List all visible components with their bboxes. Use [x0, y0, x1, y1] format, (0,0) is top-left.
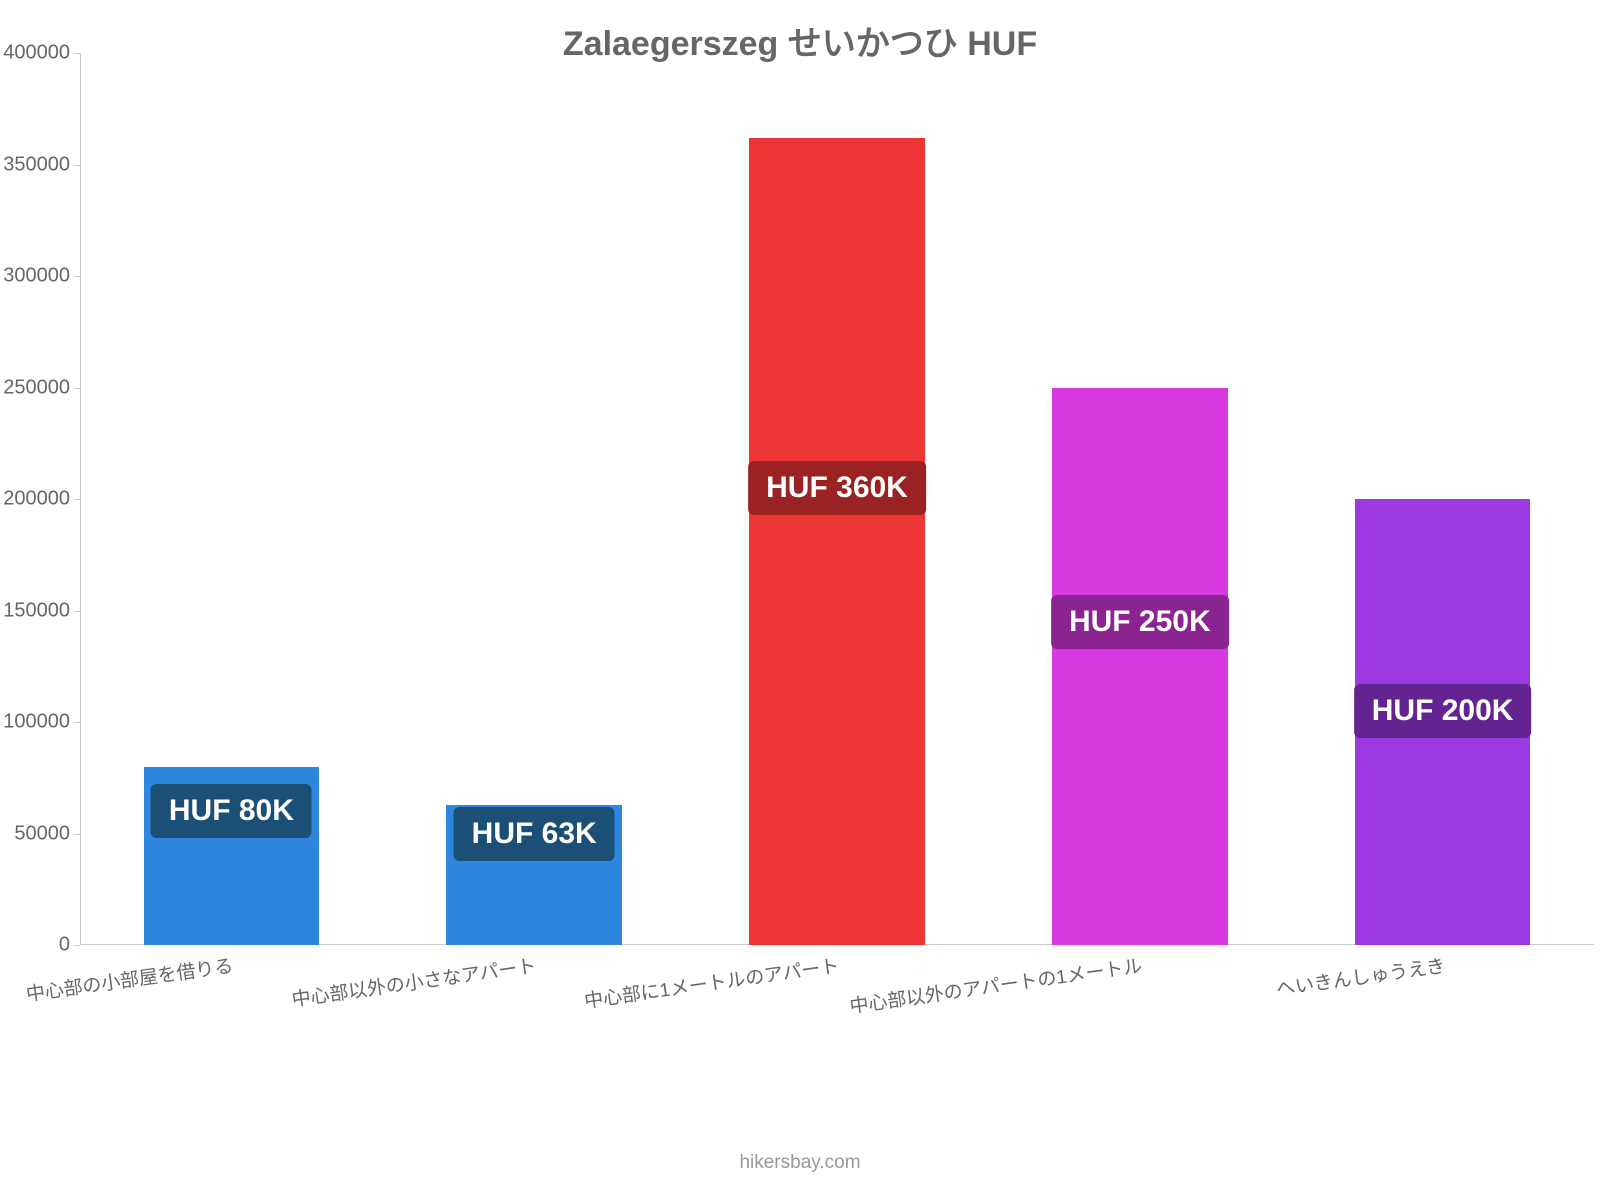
y-tick-mark	[74, 53, 80, 54]
y-tick-label: 50000	[14, 822, 80, 845]
bar-value-label: HUF 250K	[1051, 595, 1229, 649]
bar	[749, 138, 925, 945]
y-tick-label: 250000	[3, 376, 80, 399]
x-category-label: 中心部以外の小さなアパート	[290, 951, 538, 1012]
y-tick-mark	[74, 611, 80, 612]
plot-area: 0500001000001500002000002500003000003500…	[80, 53, 1594, 945]
y-tick-label: 350000	[3, 153, 80, 176]
y-tick-mark	[74, 722, 80, 723]
y-tick-label: 300000	[3, 265, 80, 288]
y-tick-label: 200000	[3, 488, 80, 511]
x-category-label: へいきんしゅうえき	[1274, 951, 1447, 1001]
y-tick-mark	[74, 499, 80, 500]
bar-value-label: HUF 200K	[1354, 684, 1532, 738]
x-category-label: 中心部に1メートルのアパート	[582, 951, 840, 1014]
x-category-label: 中心部の小部屋を借りる	[24, 951, 235, 1007]
y-tick-label: 150000	[3, 599, 80, 622]
y-tick-mark	[74, 276, 80, 277]
y-tick-label: 100000	[3, 711, 80, 734]
y-tick-label: 400000	[3, 42, 80, 65]
chart-container: Zalaegerszeg せいかつひ HUF 05000010000015000…	[0, 0, 1600, 1200]
bar-value-label: HUF 63K	[454, 807, 615, 861]
x-category-label: 中心部以外のアパートの1メートル	[847, 951, 1143, 1019]
y-axis-line	[80, 53, 81, 945]
y-tick-mark	[74, 388, 80, 389]
y-tick-mark	[74, 165, 80, 166]
y-tick-mark	[74, 945, 80, 946]
bar-value-label: HUF 80K	[151, 784, 312, 838]
bar	[1052, 388, 1228, 946]
bar-value-label: HUF 360K	[748, 461, 926, 515]
y-tick-mark	[74, 834, 80, 835]
footer-credit: hikersbay.com	[0, 1152, 1600, 1174]
